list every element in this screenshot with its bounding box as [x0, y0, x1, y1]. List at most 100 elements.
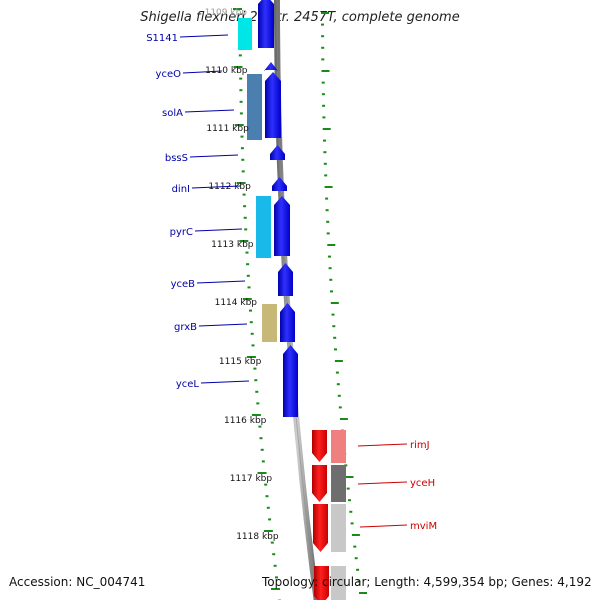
tick-mark	[241, 158, 245, 161]
tick-mark	[266, 506, 270, 509]
tick-mark	[233, 8, 242, 10]
tick-mark	[250, 332, 254, 335]
feature-box-steelblue	[247, 74, 262, 140]
tick-mark	[264, 483, 268, 486]
tick-mark	[328, 255, 331, 258]
backbone-ring	[274, 0, 320, 600]
gene-yceO-arrow	[264, 62, 278, 71]
gene-yceO-b-arrow	[265, 72, 281, 138]
accession-text: Accession: NC_004741	[9, 575, 146, 589]
tick-mark	[322, 104, 326, 107]
tick-mark	[254, 379, 258, 382]
tick-mark	[321, 93, 325, 96]
tick-mark	[330, 302, 339, 304]
tick-mark	[323, 162, 327, 165]
leader-line-yceB	[196, 280, 246, 284]
tick-mark	[244, 228, 248, 231]
tick-mark	[328, 267, 332, 270]
tick-mark	[249, 309, 252, 312]
feature-box-skyblue	[256, 196, 271, 258]
scale-label: 1118 kbp	[236, 532, 279, 542]
tick-mark	[325, 209, 329, 212]
gene-dinI-arrow	[272, 177, 287, 191]
feature-box-cyan	[238, 18, 252, 50]
tick-mark	[239, 77, 243, 80]
tick-mark	[271, 588, 280, 590]
tick-mark	[326, 232, 330, 235]
gene-label-mviM: mviM	[410, 521, 437, 532]
tick-mark	[246, 263, 250, 266]
gene-pyrC-arrow	[274, 196, 290, 256]
scale-label: 1115 kbp	[219, 357, 262, 367]
gene-reverse-arrow-2	[313, 504, 328, 552]
tick-mark	[321, 70, 330, 72]
tick-mark	[333, 336, 337, 339]
scale-label: 1111 kbp	[206, 124, 249, 134]
gene-label-yceO: yceO	[156, 69, 182, 80]
gene-label-pyrC: pyrC	[170, 227, 193, 238]
tick-mark	[272, 553, 276, 556]
gene-yceL-arrow	[283, 345, 298, 417]
feature-box-grey-1	[331, 465, 346, 502]
leader-line-rimJ	[357, 443, 408, 447]
tick-mark	[321, 35, 325, 38]
tick-mark	[275, 576, 278, 579]
tick-mark	[338, 406, 342, 409]
tick-mark	[323, 139, 326, 142]
tick-mark	[239, 100, 243, 103]
gene-label-yceL: yceL	[176, 379, 200, 390]
tick-mark	[322, 128, 331, 130]
tick-mark	[324, 174, 328, 177]
tick-mark	[253, 367, 257, 370]
tick-mark	[356, 568, 360, 571]
tick-mark	[255, 390, 259, 393]
tick-mark	[265, 495, 269, 498]
gene-label-grxB: grxB	[174, 322, 197, 333]
leader-line-S1141	[179, 34, 229, 38]
tick-mark	[354, 557, 358, 560]
tick-mark	[251, 344, 255, 347]
tick-mark	[350, 522, 354, 525]
tick-mark	[353, 545, 357, 548]
tick-mark	[236, 182, 246, 184]
tick-mark	[270, 541, 274, 544]
gene-label-bssS: bssS	[165, 153, 188, 164]
tick-mark	[249, 321, 253, 324]
tick-mark	[243, 205, 247, 208]
gene-label-S1141: S1141	[146, 33, 178, 44]
tick-mark	[243, 216, 247, 219]
tick-mark	[321, 46, 325, 49]
map-title: Shigella flexneri 2a str. 2457T, complet…	[140, 10, 460, 25]
tick-mark	[331, 313, 335, 316]
feature-box-grey-3	[331, 566, 346, 600]
leader-line-yceL	[200, 380, 250, 384]
tick-mark	[263, 530, 273, 532]
gene-bssS-arrow	[270, 145, 285, 160]
scale-label: 1113 kbp	[211, 240, 254, 250]
gene-S1141-arrow	[258, 0, 274, 48]
leader-line-dinI	[191, 185, 241, 189]
tick-mark	[348, 499, 351, 502]
tick-mark	[322, 116, 326, 119]
leader-line-solA	[184, 109, 235, 113]
backbone-edge	[276, 0, 318, 600]
gene-label-yceH: yceH	[410, 478, 435, 489]
tick-mark	[327, 244, 336, 246]
feature-box-grey-0	[331, 430, 346, 463]
tick-mark	[238, 54, 242, 57]
tick-mark	[242, 298, 252, 300]
tick-mark	[325, 197, 329, 200]
tick-mark	[321, 81, 325, 84]
tick-mark	[330, 290, 333, 293]
tick-mark	[234, 124, 244, 126]
tick-mark	[321, 12, 329, 14]
tick-mark	[256, 402, 260, 405]
tick-mark	[334, 348, 337, 351]
tick-mark	[346, 487, 350, 490]
tick-mark	[260, 448, 264, 451]
feature-box-grey-2	[331, 504, 346, 552]
tick-mark	[242, 193, 246, 196]
gene-label-yceB: yceB	[171, 279, 196, 290]
tick-mark	[240, 147, 244, 150]
